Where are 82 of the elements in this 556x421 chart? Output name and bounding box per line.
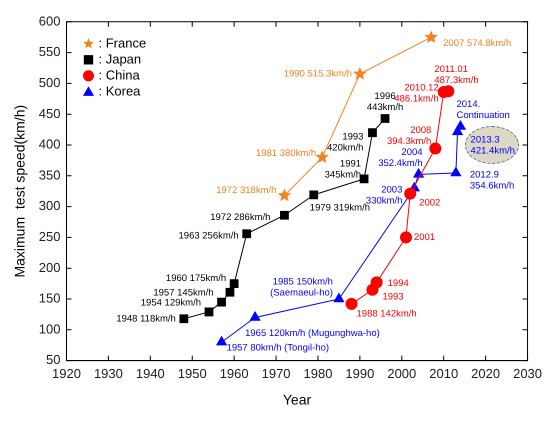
annotation: 1957 145km/h <box>153 288 214 299</box>
annotation: 2001 <box>414 232 436 244</box>
y-tick-label: 200 <box>38 260 60 275</box>
annotation: 1993 <box>382 291 404 302</box>
x-tick-label: 2010 <box>429 366 458 381</box>
annotation: 1960 175km/h <box>166 273 226 284</box>
annotation: 1948 118km/h <box>116 313 176 324</box>
annotation: 1994 <box>388 278 409 289</box>
annotation: 1979 319km/h <box>310 202 370 214</box>
point <box>230 279 239 288</box>
point <box>334 293 344 302</box>
point <box>316 150 329 163</box>
point <box>278 188 292 202</box>
point <box>217 298 226 306</box>
x-tick-label: 1990 <box>345 366 374 381</box>
point <box>424 30 438 43</box>
point <box>429 142 442 155</box>
annotation: 1965 120km/h (Mugunghwa-ho) <box>245 328 380 340</box>
annotation: 1954 129km/h <box>140 298 201 309</box>
point <box>204 308 214 316</box>
y-tick-label: 250 <box>38 228 60 244</box>
point <box>353 66 367 80</box>
x-tick-label: 1920 <box>52 366 81 381</box>
y-tick-label: 450 <box>38 106 60 121</box>
annotation: 1963 256km/h <box>178 230 239 242</box>
annotation: 1972 318km/h <box>216 185 276 196</box>
annotation: 2013.3 421.4km/h <box>470 134 515 156</box>
legend-label: : Korea <box>98 83 142 98</box>
annotation: 1981 380km/h <box>256 148 316 159</box>
y-tick-label: 350 <box>38 167 60 182</box>
y-tick-label: 400 <box>38 136 60 152</box>
annotation: 1985 150km/h (Saemaeul-ho) <box>270 276 333 299</box>
legend-label: : Japan <box>98 51 142 66</box>
y-tick-label: 150 <box>38 290 60 306</box>
annotation: 2014. Continuation <box>456 99 510 122</box>
y-tick-label: 50 <box>46 352 60 368</box>
x-tick-label: 2000 <box>387 366 416 381</box>
legend-label: : China <box>98 67 140 82</box>
x-tick-label: 1940 <box>136 366 165 381</box>
x-tick-label: 1970 <box>262 366 291 381</box>
point <box>179 314 188 324</box>
annotation: 1972 286km/h <box>210 212 270 223</box>
x-tick-label: 2030 <box>513 366 542 381</box>
point <box>242 229 252 238</box>
point <box>370 276 383 288</box>
point <box>380 114 390 123</box>
point <box>368 128 377 138</box>
y-tick-label: 600 <box>38 13 60 28</box>
point <box>309 190 318 200</box>
y-tick-label: 100 <box>38 321 60 336</box>
annotation: 2007 574.8km/h <box>443 38 512 49</box>
point <box>450 166 462 176</box>
point <box>400 231 412 244</box>
point <box>280 210 289 220</box>
point <box>250 311 260 321</box>
annotation: 2012.9 354.6km/h <box>470 170 514 192</box>
y-axis-title: Maximum test speed(km/h) <box>11 104 28 278</box>
annotation: 2008 394.3km/h <box>386 125 432 148</box>
point <box>413 168 424 178</box>
annotation: 1957 80km/h (Tongil-ho) <box>226 342 330 354</box>
point <box>226 288 234 297</box>
annotation: 1988 142km/h <box>356 308 417 320</box>
annotation: 1993 420km/h <box>327 131 364 154</box>
x-tick-label: 2020 <box>471 366 500 381</box>
point <box>360 174 368 184</box>
point <box>404 188 416 200</box>
y-tick-label: 300 <box>38 198 60 214</box>
annotation: 2004 352.4km/h <box>378 146 423 169</box>
point <box>346 298 358 310</box>
x-tick-label: 1980 <box>304 366 332 381</box>
legend-label: : France <box>98 35 146 50</box>
y-tick-label: 500 <box>38 74 60 90</box>
point <box>216 336 227 346</box>
annotation: 1991 345km/h <box>324 158 362 181</box>
x-axis-title: Year <box>282 391 312 408</box>
x-tick-label: 1930 <box>94 366 123 381</box>
point <box>455 120 466 130</box>
annotation: 2002 <box>419 197 440 208</box>
x-tick-label: 1950 <box>178 366 207 381</box>
y-tick-label: 550 <box>38 44 60 60</box>
x-tick-label: 1960 <box>220 366 249 381</box>
annotation: 1990 515.3km/h <box>284 68 352 80</box>
